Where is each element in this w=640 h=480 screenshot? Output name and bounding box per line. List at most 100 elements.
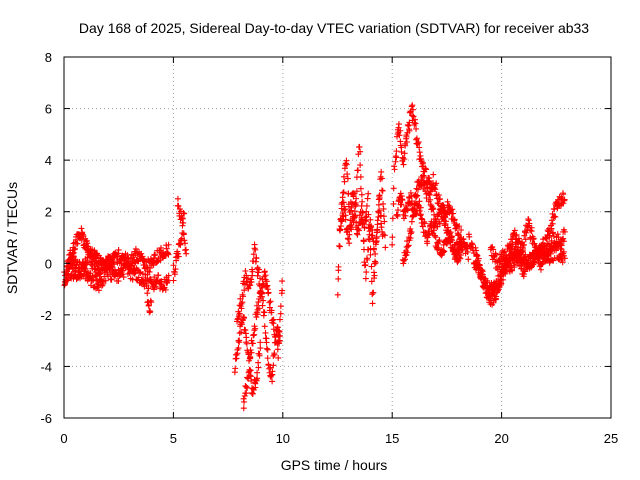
data-point	[493, 293, 500, 300]
data-point	[394, 207, 401, 214]
data-point	[144, 271, 151, 278]
data-point	[440, 249, 447, 256]
data-point	[512, 252, 519, 259]
data-point	[147, 297, 154, 304]
data-point	[473, 251, 480, 258]
data-point	[553, 247, 560, 254]
data-point	[402, 142, 409, 149]
data-point	[509, 240, 516, 247]
data-point	[181, 237, 188, 244]
data-point	[409, 102, 416, 109]
data-point	[175, 253, 182, 260]
data-point	[170, 262, 177, 269]
data-point	[531, 259, 538, 266]
data-point	[261, 323, 268, 330]
data-point	[378, 224, 385, 231]
data-point	[179, 222, 186, 229]
data-point	[360, 238, 367, 245]
data-point	[403, 133, 410, 140]
data-point	[368, 263, 375, 270]
data-point	[182, 240, 189, 247]
data-point	[249, 268, 256, 275]
data-point	[369, 300, 376, 307]
data-point	[174, 195, 181, 202]
data-point	[400, 161, 407, 168]
data-point	[441, 204, 448, 211]
data-point	[404, 249, 411, 256]
data-point	[157, 244, 164, 251]
data-point	[368, 278, 375, 285]
data-point	[429, 205, 436, 212]
data-point	[255, 364, 262, 371]
data-point	[180, 219, 187, 226]
data-point	[165, 272, 172, 279]
data-point	[398, 201, 405, 208]
data-point	[482, 283, 489, 290]
y-axis-label: SDTVAR / TECUs	[4, 182, 20, 294]
data-point	[247, 282, 254, 289]
data-point	[423, 194, 430, 201]
data-point	[513, 231, 520, 238]
data-point	[409, 106, 416, 113]
data-point	[439, 216, 446, 223]
data-point	[530, 235, 537, 242]
data-point	[348, 204, 355, 211]
data-point	[255, 269, 262, 276]
data-point	[442, 218, 449, 225]
y-tick-label: 0	[45, 256, 52, 271]
data-point	[350, 193, 357, 200]
data-point	[170, 277, 177, 284]
data-point	[362, 261, 369, 268]
data-point	[381, 218, 388, 225]
data-points-layer	[61, 102, 568, 412]
data-point	[389, 234, 396, 241]
data-point	[97, 270, 104, 277]
chart-title: Day 168 of 2025, Sidereal Day-to-day VTE…	[79, 20, 589, 36]
data-point	[350, 218, 357, 225]
data-point	[374, 217, 381, 224]
data-point	[91, 247, 98, 254]
data-point	[532, 256, 539, 263]
data-point	[241, 398, 248, 405]
data-point	[417, 182, 424, 189]
data-point	[271, 350, 278, 357]
data-point	[517, 255, 524, 262]
data-point	[518, 249, 525, 256]
data-point	[406, 127, 413, 134]
data-point	[252, 325, 259, 332]
data-point	[74, 240, 81, 247]
data-point	[277, 310, 284, 317]
data-point	[265, 289, 272, 296]
data-point	[561, 255, 568, 262]
data-point	[391, 166, 398, 173]
data-point	[88, 277, 95, 284]
data-point	[367, 251, 374, 258]
data-point	[255, 305, 262, 312]
data-point	[66, 251, 73, 258]
data-point	[375, 201, 382, 208]
data-point	[247, 355, 254, 362]
data-point	[276, 328, 283, 335]
data-point	[78, 273, 85, 280]
data-point	[234, 350, 241, 357]
data-point	[515, 235, 522, 242]
data-point	[128, 262, 135, 269]
data-point	[397, 127, 404, 134]
data-point	[175, 203, 182, 210]
data-point	[248, 349, 255, 356]
data-point	[334, 291, 341, 298]
data-point	[401, 150, 408, 157]
data-point	[362, 275, 369, 282]
data-point	[365, 236, 372, 243]
data-point	[449, 206, 456, 213]
data-point	[137, 270, 144, 277]
data-point	[424, 184, 431, 191]
data-point	[250, 258, 257, 265]
data-point	[335, 263, 342, 270]
data-point	[481, 282, 488, 289]
data-point	[444, 198, 451, 205]
data-point	[451, 216, 458, 223]
data-point	[393, 148, 400, 155]
data-point	[261, 268, 268, 275]
data-point	[336, 243, 343, 250]
